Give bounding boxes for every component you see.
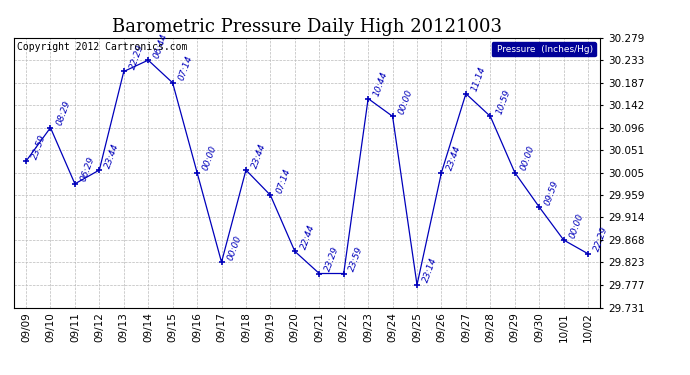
Text: 23:59: 23:59 (30, 133, 48, 160)
Text: 23:44: 23:44 (446, 144, 463, 172)
Text: 00:00: 00:00 (201, 144, 219, 172)
Text: 23:59: 23:59 (348, 245, 365, 273)
Text: 10:44: 10:44 (373, 70, 390, 98)
Text: 23:44: 23:44 (104, 142, 121, 169)
Text: 00:00: 00:00 (519, 144, 536, 172)
Text: 23:14: 23:14 (421, 256, 439, 284)
Text: 07:14: 07:14 (275, 167, 292, 194)
Text: 00:00: 00:00 (226, 234, 243, 261)
Text: 22:29: 22:29 (128, 43, 146, 71)
Text: 07:14: 07:14 (177, 54, 194, 82)
Title: Barometric Pressure Daily High 20121003: Barometric Pressure Daily High 20121003 (112, 18, 502, 36)
Text: 11:14: 11:14 (470, 65, 487, 93)
Text: 08:29: 08:29 (55, 99, 72, 127)
Text: 00:00: 00:00 (397, 88, 414, 116)
Text: 06:44: 06:44 (152, 32, 170, 59)
Text: 06:29: 06:29 (79, 156, 97, 183)
Text: 23:29: 23:29 (324, 245, 341, 273)
Text: 22:44: 22:44 (299, 223, 316, 251)
Legend: Pressure  (Inches/Hg): Pressure (Inches/Hg) (491, 42, 595, 56)
Text: 00:00: 00:00 (568, 212, 585, 239)
Text: 10:59: 10:59 (495, 88, 512, 116)
Text: Copyright 2012 Cartronics.com: Copyright 2012 Cartronics.com (17, 42, 187, 51)
Text: 09:59: 09:59 (543, 179, 561, 206)
Text: 23:44: 23:44 (250, 142, 268, 169)
Text: 22:29: 22:29 (592, 225, 609, 253)
